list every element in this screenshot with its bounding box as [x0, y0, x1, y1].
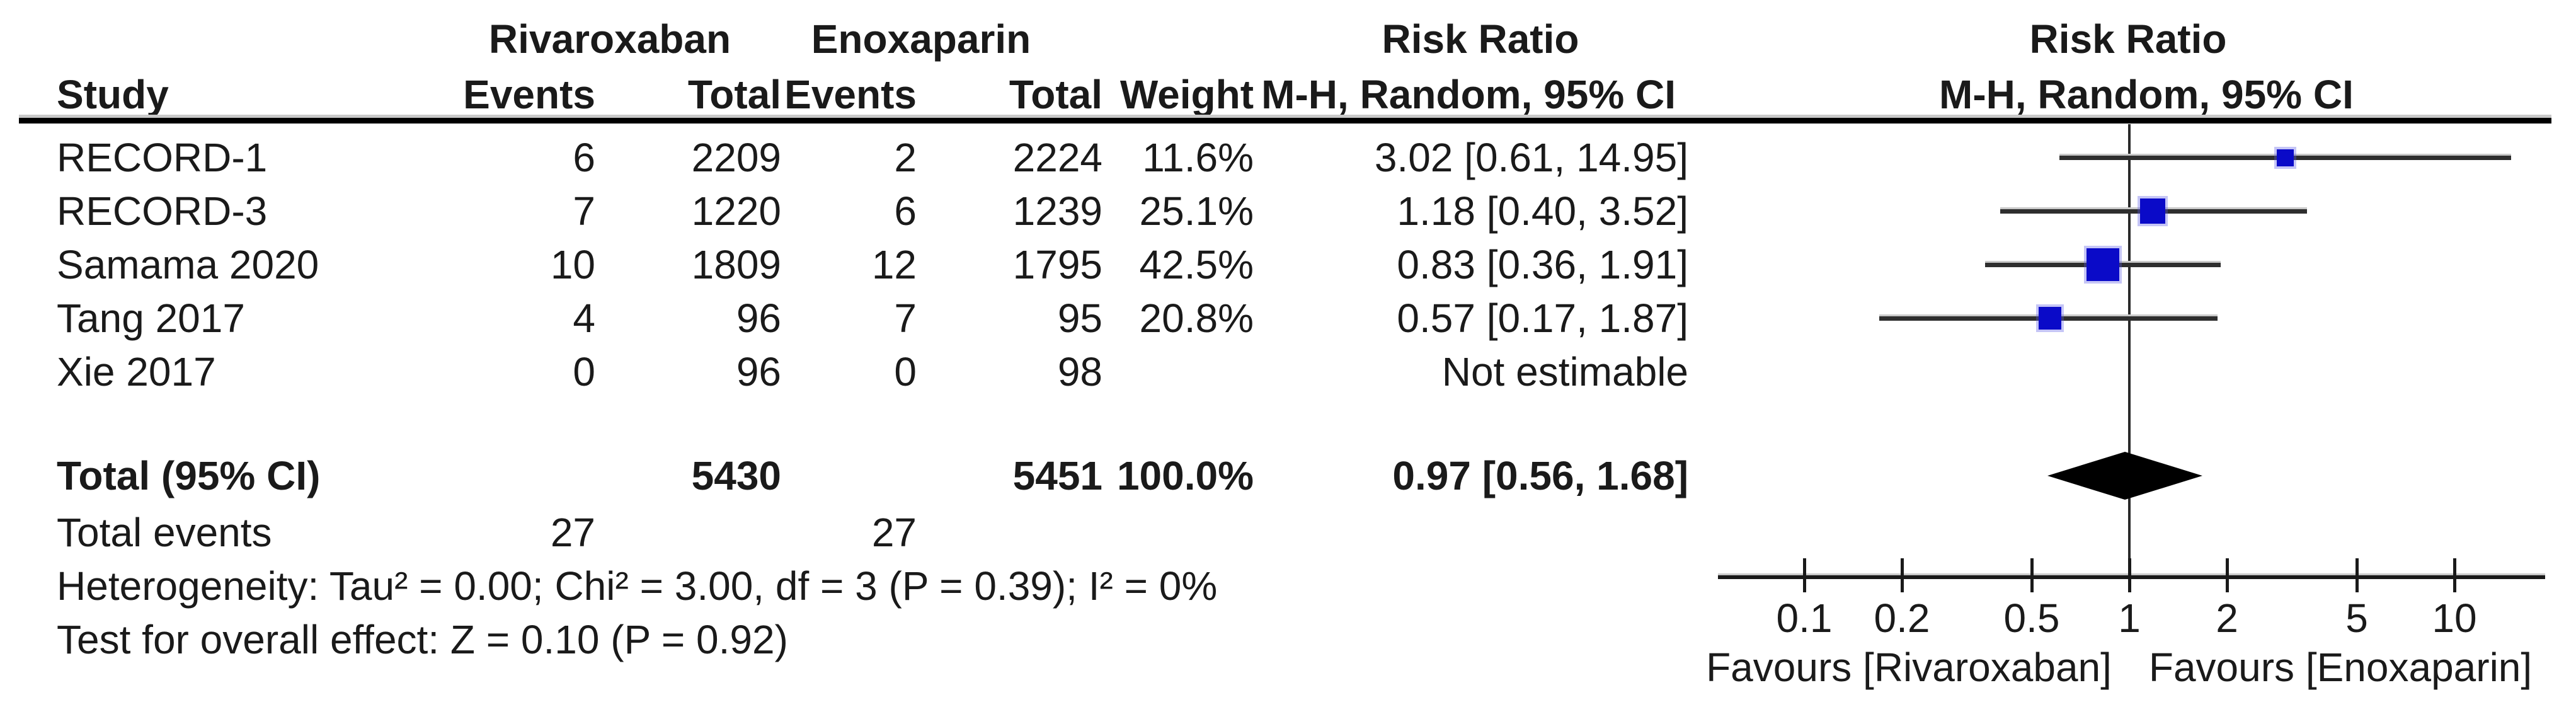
- axis-tick-label: 0.1: [1776, 595, 1833, 641]
- total-rr-ci: 0.97 [0.56, 1.68]: [1392, 453, 1688, 498]
- column-header-method-ci: M-H, Random, 95% CI: [1261, 72, 1676, 117]
- enox-total-value: 95: [1057, 296, 1102, 341]
- column-header-enox-total: Total: [1009, 72, 1102, 117]
- enox-events-value: 12: [871, 242, 917, 287]
- favours-left-label: Favours [Rivaroxaban]: [1706, 645, 2112, 690]
- rr-ci-value: Not estimable: [1441, 349, 1688, 394]
- study-name: Samama 2020: [57, 242, 319, 287]
- enox-total-value: 98: [1057, 349, 1102, 394]
- heterogeneity-text: Heterogeneity: Tau² = 0.00; Chi² = 3.00,…: [57, 563, 1218, 609]
- axis-tick: [1803, 558, 1806, 592]
- axis-tick-label: 10: [2432, 595, 2477, 641]
- group-header-enoxaparin: Enoxaparin: [811, 16, 1031, 62]
- axis-tick-label: 0.5: [2003, 595, 2060, 641]
- enox-events-value: 0: [894, 349, 917, 394]
- study-name: RECORD-3: [57, 188, 268, 234]
- enox-events-value: 7: [894, 296, 917, 341]
- axis-tick-label: 0.2: [1874, 595, 1930, 641]
- header-rule: [19, 115, 2551, 124]
- enox-events-value: 6: [894, 188, 917, 234]
- effect-marker: [2140, 198, 2165, 224]
- riv-events-value: 7: [573, 188, 595, 234]
- enox-total-value: 2224: [1012, 135, 1102, 180]
- axis-tick-label: 1: [2118, 595, 2141, 641]
- total-events-enox: 27: [871, 510, 917, 555]
- axis-tick: [2356, 558, 2359, 592]
- rr-ci-value: 0.57 [0.17, 1.87]: [1397, 296, 1688, 341]
- axis-tick-label: 5: [2345, 595, 2368, 641]
- favours-right-label: Favours [Enoxaparin]: [2148, 645, 2533, 690]
- total-enox-total: 5451: [1012, 453, 1102, 498]
- riv-total-value: 1809: [691, 242, 781, 287]
- reference-line-rr1: [2128, 124, 2131, 575]
- total-events-label: Total events: [57, 510, 272, 555]
- group-header-rivaroxaban: Rivaroxaban: [488, 16, 731, 62]
- axis-tick: [2226, 558, 2229, 592]
- total-events-riv: 27: [550, 510, 595, 555]
- riv-events-value: 6: [573, 135, 595, 180]
- effect-marker: [2087, 248, 2119, 281]
- study-name: Xie 2017: [57, 349, 216, 394]
- weight-value: 11.6%: [1142, 135, 1254, 180]
- riv-total-value: 2209: [691, 135, 781, 180]
- axis-tick: [2453, 558, 2456, 592]
- column-header-enox-events: Events: [784, 72, 917, 117]
- riv-total-value: 96: [736, 349, 781, 394]
- effect-marker: [2277, 149, 2294, 166]
- study-name: Tang 2017: [57, 296, 245, 341]
- weight-value: 42.5%: [1139, 242, 1254, 287]
- axis-tick: [2128, 558, 2131, 592]
- study-name: RECORD-1: [57, 135, 268, 180]
- axis-tick: [1901, 558, 1904, 592]
- riv-events-value: 4: [573, 296, 595, 341]
- total-row-label: Total (95% CI): [57, 453, 321, 498]
- weight-value: 20.8%: [1139, 296, 1254, 341]
- axis-tick: [2030, 558, 2034, 592]
- enox-total-value: 1239: [1012, 188, 1102, 234]
- riv-total-value: 96: [736, 296, 781, 341]
- total-weight: 100.0%: [1116, 453, 1254, 498]
- column-header-riv-events: Events: [463, 72, 595, 117]
- column-header-risk-ratio: Risk Ratio: [1382, 16, 1579, 62]
- x-axis-line: [1718, 573, 2545, 579]
- enox-events-value: 2: [894, 135, 917, 180]
- rr-ci-value: 3.02 [0.61, 14.95]: [1374, 135, 1688, 180]
- axis-tick-label: 2: [2216, 595, 2238, 641]
- overall-effect-text: Test for overall effect: Z = 0.10 (P = 0…: [57, 617, 788, 662]
- column-header-riv-total: Total: [687, 72, 781, 117]
- plot-header-risk-ratio: Risk Ratio: [2029, 16, 2227, 62]
- total-riv-total: 5430: [691, 453, 781, 498]
- column-header-study: Study: [57, 72, 169, 117]
- rr-ci-value: 0.83 [0.36, 1.91]: [1397, 242, 1688, 287]
- riv-events-value: 0: [573, 349, 595, 394]
- riv-total-value: 1220: [691, 188, 781, 234]
- rr-ci-value: 1.18 [0.40, 3.52]: [1397, 188, 1688, 234]
- enox-total-value: 1795: [1012, 242, 1102, 287]
- weight-value: 25.1%: [1139, 188, 1254, 234]
- effect-marker: [2039, 307, 2061, 330]
- summary-diamond: [2047, 452, 2202, 500]
- riv-events-value: 10: [550, 242, 595, 287]
- column-header-weight: Weight: [1119, 72, 1254, 117]
- plot-header-method-ci: M-H, Random, 95% CI: [1939, 72, 2354, 117]
